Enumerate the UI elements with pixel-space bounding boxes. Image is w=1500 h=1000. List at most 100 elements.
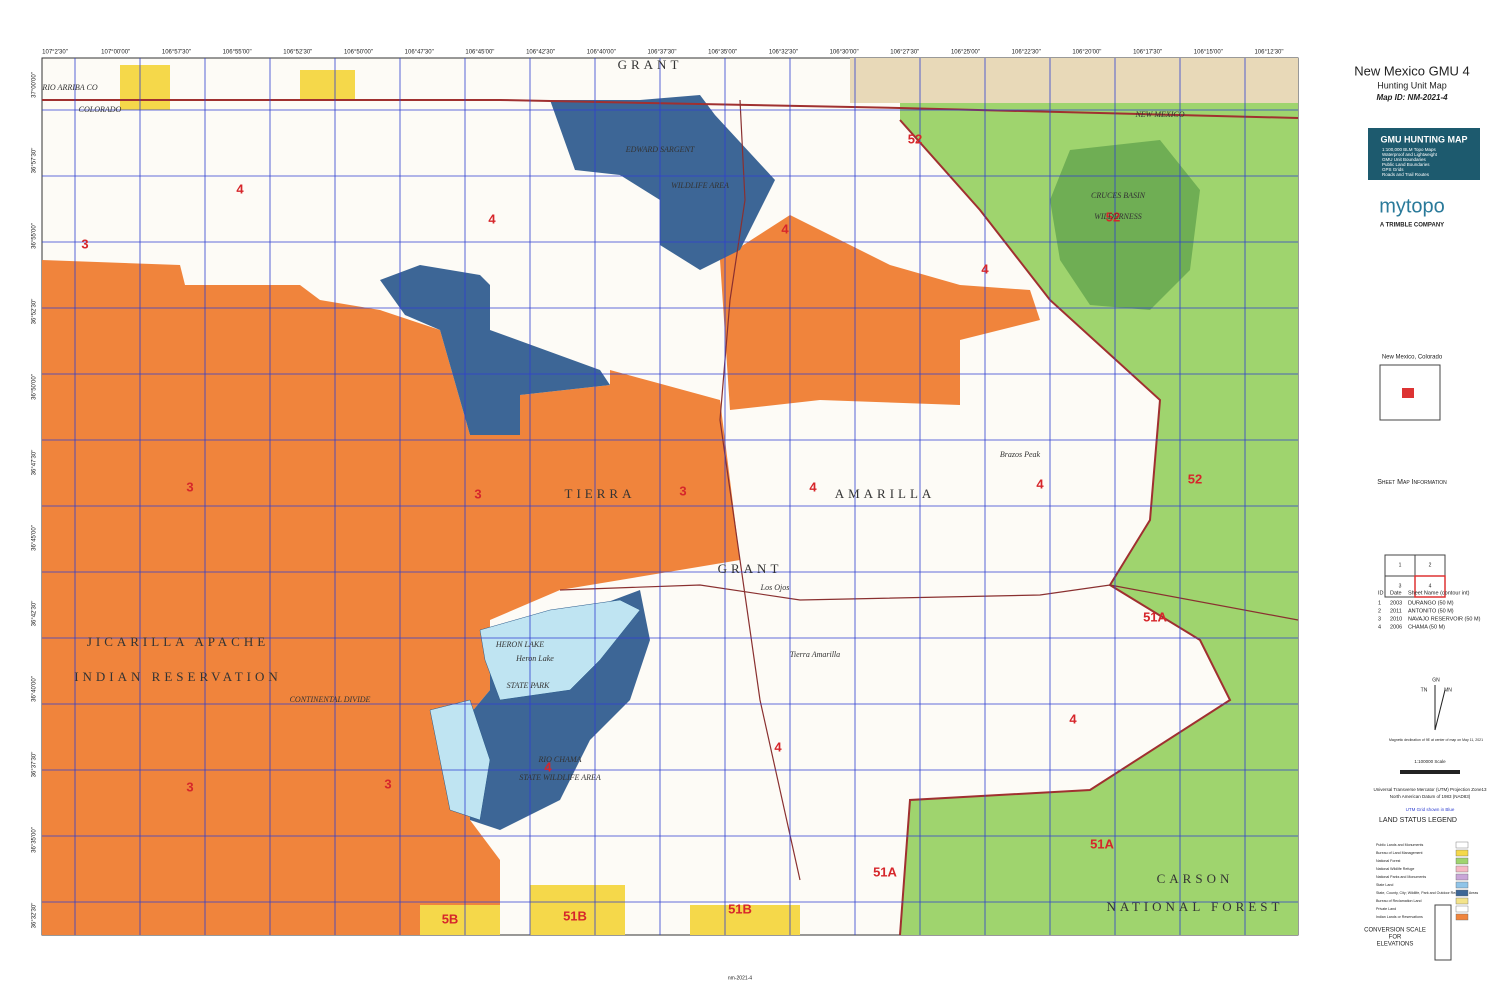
longitude-label: 106°57'30" xyxy=(162,50,191,56)
legend-swatch xyxy=(1455,849,1469,857)
sheet-index xyxy=(1384,554,1446,598)
unit-label: 3 xyxy=(81,236,88,251)
legend-item: National Forest xyxy=(1376,859,1400,863)
small-place-label: CONTINENTAL DIVIDE xyxy=(290,695,371,704)
sheet-index-label: 2 xyxy=(1429,562,1432,568)
unit-label: 5B xyxy=(442,911,459,926)
sheet-column: Sheet Name (contour int) xyxy=(1408,590,1470,596)
sheet-cell: ANTONITO (50 M) xyxy=(1408,608,1454,614)
sheet-cell: 3 xyxy=(1378,616,1381,622)
conversion-label: ELEVATIONS xyxy=(1377,942,1414,948)
small-place-label: RIO ARRIBA CO xyxy=(41,83,97,92)
longitude-label: 107°00'00" xyxy=(101,50,130,56)
declination-label: GN xyxy=(1432,677,1440,683)
projection-text: North American Datum of 1983 (NAD83) xyxy=(1390,794,1471,799)
longitude-label: 106°32'30" xyxy=(769,50,798,56)
unit-label: 4 xyxy=(1069,711,1077,726)
longitude-label: 106°42'30" xyxy=(526,50,555,56)
unit-label: 3 xyxy=(186,779,193,794)
title: New Mexico GMU 4 xyxy=(1354,63,1470,78)
promo-title: GMU HUNTING MAP xyxy=(1381,134,1468,144)
sheet-index-label: 1 xyxy=(1399,562,1402,568)
sheet-highlight xyxy=(1414,575,1446,598)
sheet-cell: DURANGO (50 M) xyxy=(1408,600,1454,606)
orange-land xyxy=(720,215,1040,410)
subtitle: Hunting Unit Map xyxy=(1377,80,1447,90)
map-id: Map ID: NM-2021-4 xyxy=(1376,93,1448,102)
el-vado-lake xyxy=(429,699,491,821)
sheet-index-label: 3 xyxy=(1399,583,1402,589)
unit-label: 4 xyxy=(544,759,552,774)
sidebar: New Mexico GMU 4 Hunting Unit Map Map ID: … xyxy=(728,63,1487,981)
sheet-cell: NAVAJO RESERVOIR (50 M) xyxy=(1408,616,1481,622)
small-place-label: STATE WILDLIFE AREA xyxy=(519,773,601,782)
legend-swatch xyxy=(1455,857,1469,865)
unit-label: 51A xyxy=(1090,836,1114,851)
unit-label: 3 xyxy=(474,486,481,501)
place-label: GRANT xyxy=(618,57,683,72)
promo-bullet: GPS Grids xyxy=(1382,167,1404,172)
legend-swatch xyxy=(1455,865,1469,873)
promo-bullet: Waterproof and Lightweight xyxy=(1382,152,1438,157)
legend-item: State Land xyxy=(1376,883,1393,887)
scale-label: 1:100000 Scale xyxy=(1414,759,1446,764)
scale-bar xyxy=(1400,770,1460,774)
promo-bullet: GMU Unit Boundaries xyxy=(1382,157,1427,162)
place-label: CARSON xyxy=(1157,871,1234,886)
colorado-land xyxy=(850,58,1298,103)
unit-label: 4 xyxy=(488,211,496,226)
unit-label: 3 xyxy=(679,483,686,498)
legend-item: Public Lands and Monuments xyxy=(1376,843,1424,847)
conversion-label: CONVERSION SCALE xyxy=(1364,928,1426,934)
magnetic-arrow xyxy=(1434,689,1446,731)
unit-label: 52 xyxy=(1188,471,1202,486)
longitude-label: 106°25'00" xyxy=(951,50,980,56)
declination-label: TN xyxy=(1421,687,1428,693)
brand-tagline: A TRIMBLE COMPANY xyxy=(1380,223,1444,229)
small-place-label: NEW MEXICO xyxy=(1134,110,1184,119)
indian-reservation xyxy=(42,260,740,935)
legend-item: Bureau of Reclamation Land xyxy=(1376,899,1422,903)
legend-swatch xyxy=(1455,881,1469,889)
sheet-cell: 2011 xyxy=(1390,608,1402,614)
latitude-label: 36°40'00" xyxy=(32,676,38,702)
wildlife-area xyxy=(380,265,610,435)
small-place-label: Brazos Peak xyxy=(1000,450,1041,459)
brand-logo: mytopo xyxy=(1379,195,1445,217)
longitude-label: 106°15'00" xyxy=(1194,50,1223,56)
legend-swatch xyxy=(1455,913,1469,921)
legend-swatch xyxy=(1455,905,1469,913)
latitude-label: 36°42'30" xyxy=(32,601,38,627)
longitude-label: 106°47'30" xyxy=(405,50,434,56)
longitude-label: 106°50'00" xyxy=(344,50,373,56)
legend-title: LAND STATUS LEGEND xyxy=(1379,817,1457,824)
heron-lake xyxy=(479,599,641,701)
blm-land xyxy=(120,65,170,110)
latitude-label: 36°37'30" xyxy=(32,752,38,778)
small-place-label: Tierra Amarilla xyxy=(790,650,840,659)
small-place-label: HERON LAKE xyxy=(495,640,544,649)
small-place-label: WILDLIFE AREA xyxy=(671,181,729,190)
place-label: AMARILLA xyxy=(835,486,936,501)
place-label: JICARILLA APACHE xyxy=(87,634,269,649)
latitude-label: 36°57'30" xyxy=(32,148,38,174)
legend-swatch xyxy=(1455,897,1469,905)
locator-map xyxy=(1379,364,1441,421)
promo-bullet: Public Land Boundaries xyxy=(1382,162,1430,167)
sheet-index-label: 4 xyxy=(1429,583,1432,589)
legend-swatch xyxy=(1455,841,1469,849)
small-place-label: Los Ojos xyxy=(760,583,790,592)
utm-grid xyxy=(42,58,1298,935)
projection-text: UTM Grid shown in Blue xyxy=(1406,807,1455,812)
blm-land xyxy=(420,905,500,935)
legend-swatch xyxy=(1455,873,1469,881)
longitude-label: 106°45'00" xyxy=(465,50,494,56)
latitude-label: 37°00'00" xyxy=(32,72,38,98)
unit-label: 4 xyxy=(236,181,244,196)
wilderness xyxy=(1050,140,1200,310)
sheet-cell: 2 xyxy=(1378,608,1381,614)
declination-label: MN xyxy=(1444,687,1452,693)
blm-land xyxy=(530,885,625,935)
wildlife-area xyxy=(550,95,775,270)
sheet-cell: CHAMA (50 M) xyxy=(1408,624,1445,630)
